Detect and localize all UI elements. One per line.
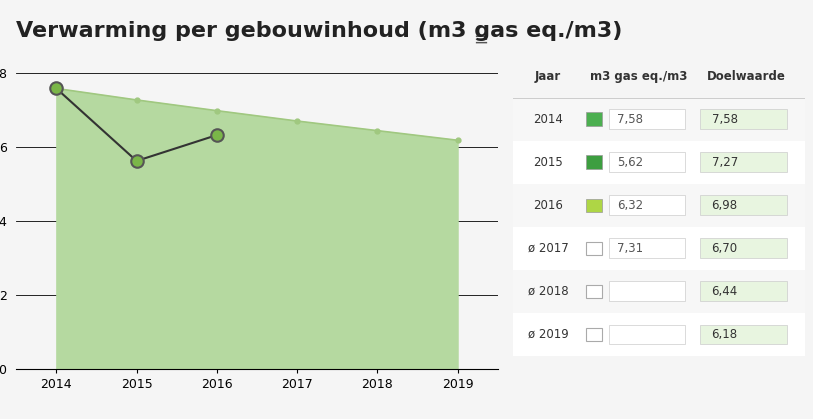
FancyBboxPatch shape <box>700 325 787 344</box>
Text: 5,62: 5,62 <box>617 155 643 168</box>
FancyBboxPatch shape <box>586 328 602 341</box>
Text: Verwarming per gebouwinhoud (m3 gas eq./m3): Verwarming per gebouwinhoud (m3 gas eq./… <box>16 21 623 41</box>
Text: 6,32: 6,32 <box>617 199 643 212</box>
FancyBboxPatch shape <box>700 195 787 215</box>
Text: ø 2017: ø 2017 <box>528 242 568 255</box>
Text: 7,27: 7,27 <box>711 155 737 168</box>
FancyBboxPatch shape <box>610 325 685 344</box>
FancyBboxPatch shape <box>586 155 602 169</box>
FancyBboxPatch shape <box>513 313 805 356</box>
FancyBboxPatch shape <box>610 282 685 301</box>
Text: m3 gas eq./m3: m3 gas eq./m3 <box>590 70 687 83</box>
Text: 7,31: 7,31 <box>617 242 643 255</box>
FancyBboxPatch shape <box>513 270 805 313</box>
Text: Doelwaarde: Doelwaarde <box>707 70 786 83</box>
FancyBboxPatch shape <box>610 195 685 215</box>
Text: ø 2018: ø 2018 <box>528 285 568 298</box>
Text: ø 2019: ø 2019 <box>528 328 568 341</box>
Text: ≡: ≡ <box>473 30 488 48</box>
FancyBboxPatch shape <box>513 98 805 140</box>
Text: 7,58: 7,58 <box>711 113 737 126</box>
FancyBboxPatch shape <box>700 153 787 172</box>
Text: 2016: 2016 <box>533 199 563 212</box>
FancyBboxPatch shape <box>586 112 602 126</box>
Text: Jaar: Jaar <box>535 70 561 83</box>
Text: 6,98: 6,98 <box>711 199 737 212</box>
FancyBboxPatch shape <box>586 285 602 298</box>
FancyBboxPatch shape <box>700 109 787 129</box>
FancyBboxPatch shape <box>586 242 602 255</box>
FancyBboxPatch shape <box>513 184 805 227</box>
Text: 2015: 2015 <box>533 155 563 168</box>
FancyBboxPatch shape <box>610 109 685 129</box>
Text: 6,18: 6,18 <box>711 328 737 341</box>
FancyBboxPatch shape <box>513 227 805 270</box>
Text: 7,58: 7,58 <box>617 113 643 126</box>
FancyBboxPatch shape <box>610 153 685 172</box>
Text: 6,70: 6,70 <box>711 242 737 255</box>
FancyBboxPatch shape <box>700 282 787 301</box>
FancyBboxPatch shape <box>700 238 787 258</box>
FancyBboxPatch shape <box>610 238 685 258</box>
Text: 2014: 2014 <box>533 113 563 126</box>
FancyBboxPatch shape <box>586 199 602 212</box>
Text: 6,44: 6,44 <box>711 285 737 298</box>
FancyBboxPatch shape <box>513 140 805 184</box>
